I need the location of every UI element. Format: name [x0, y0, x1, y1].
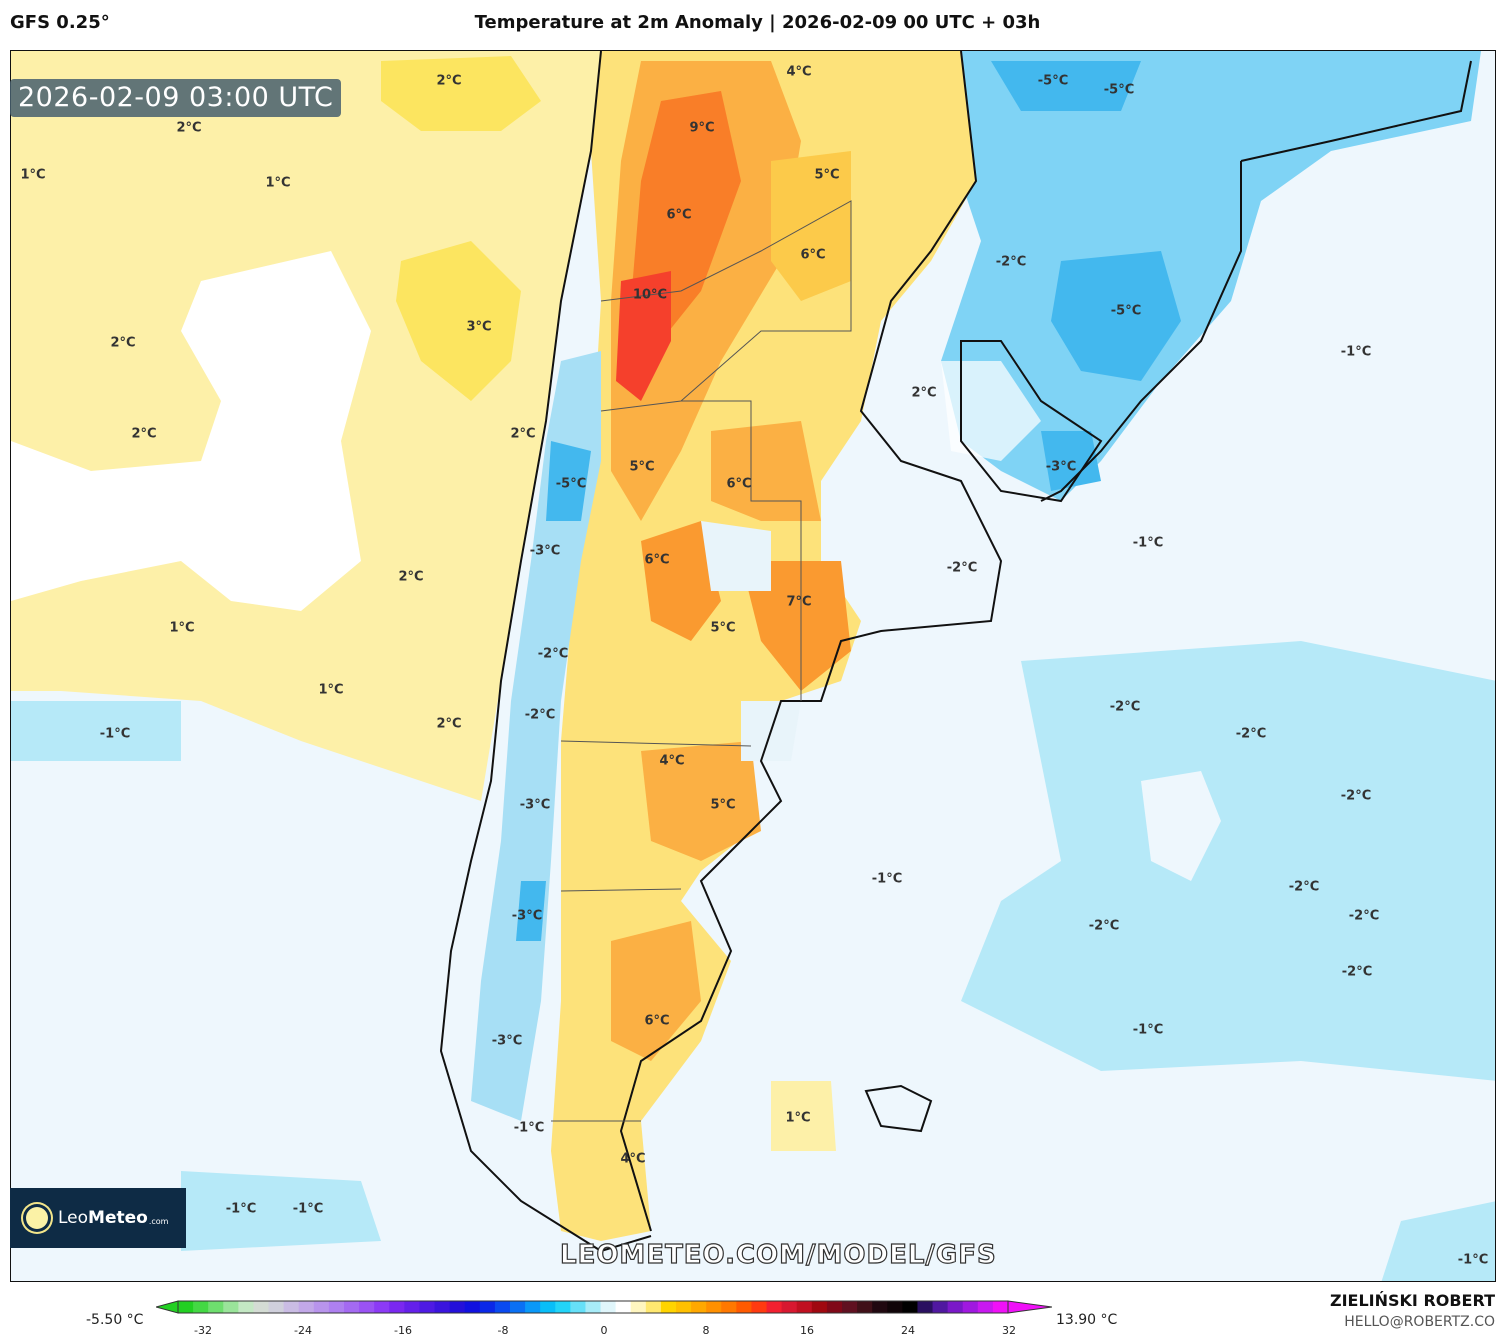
contour-label: -5°C [1110, 303, 1142, 319]
contour-label: 3°C [466, 319, 492, 335]
contour-label: -1°C [1132, 1022, 1164, 1038]
contour-label: 6°C [644, 1013, 670, 1029]
colorbar [156, 1300, 1052, 1314]
contour-label: 6°C [726, 476, 752, 492]
contour-label: -2°C [1348, 908, 1380, 924]
map-title: Temperature at 2m Anomaly | 2026-02-09 0… [474, 12, 1041, 33]
map-fill-layer [11, 51, 1495, 1281]
contour-label: 5°C [814, 167, 840, 183]
colorbar-min-label: -5.50 °C [86, 1312, 144, 1328]
contour-label: -3°C [1045, 459, 1077, 475]
contour-label: 2°C [110, 335, 136, 351]
contour-label: -1°C [1457, 1252, 1489, 1268]
colorbar-tick-label: 32 [1002, 1324, 1016, 1337]
contour-label: 4°C [659, 753, 685, 769]
contour-label: 5°C [710, 797, 736, 813]
contour-label: -1°C [1340, 344, 1372, 360]
contour-label: -3°C [519, 797, 551, 813]
colorbar-tick-label: 0 [600, 1324, 608, 1337]
contour-label: 6°C [800, 247, 826, 263]
contour-label: 2°C [436, 716, 462, 732]
valid-time-badge: 2026-02-09 03:00 UTC [10, 79, 342, 117]
contour-label: -1°C [225, 1201, 257, 1217]
contour-label: 2°C [510, 426, 536, 442]
contour-label: -5°C [1037, 73, 1069, 89]
contour-label: -5°C [555, 476, 587, 492]
contour-label: -2°C [1088, 918, 1120, 934]
contour-label: -1°C [871, 871, 903, 887]
sun-icon [26, 1207, 48, 1229]
contour-label: 4°C [786, 64, 812, 80]
contour-label: -3°C [529, 543, 561, 559]
contour-label: 2°C [911, 385, 937, 401]
contour-label: -2°C [946, 560, 978, 576]
contour-label: -2°C [1340, 788, 1372, 804]
contour-label: 10°C [632, 287, 668, 303]
contour-label: 4°C [620, 1151, 646, 1167]
contour-label: 5°C [629, 459, 655, 475]
url-watermark: LEOMETEO.COM/MODEL/GFS [559, 1239, 997, 1270]
contour-label: -2°C [1288, 879, 1320, 895]
contour-label: -3°C [491, 1033, 523, 1049]
contour-label: -1°C [513, 1120, 545, 1136]
logo-text-bold: Meteo [88, 1208, 148, 1228]
contour-label: 1°C [265, 175, 291, 191]
colorbar-tick-label: -8 [497, 1324, 509, 1337]
logo-text-suffix: .com [148, 1216, 169, 1226]
colorbar-tick-label: 24 [901, 1324, 915, 1337]
contour-label: -2°C [524, 707, 556, 723]
anomaly-map: 2°C 4°C -5°C -5°C 2°C 9°C 1°C 1°C 5°C 6°C 6°C -2°C 1… [10, 50, 1496, 1282]
logo-text-prefix: Leo [58, 1208, 89, 1228]
contour-label: -2°C [995, 254, 1027, 270]
contour-label: -3°C [511, 908, 543, 924]
contour-label: -1°C [1132, 535, 1164, 551]
contour-label: 9°C [689, 120, 715, 136]
contour-label: 5°C [710, 620, 736, 636]
contour-label: -5°C [1103, 82, 1135, 98]
contour-label: 2°C [398, 569, 424, 585]
contour-label: -1°C [292, 1201, 324, 1217]
contour-label: 7°C [786, 594, 812, 610]
colorbar-tick-label: 16 [800, 1324, 814, 1337]
contour-label: -2°C [1341, 964, 1373, 980]
contour-label: -2°C [537, 646, 569, 662]
colorbar-max-label: 13.90 °C [1056, 1312, 1118, 1328]
colorbar-tick-label: 8 [702, 1324, 710, 1337]
contour-label: 2°C [176, 120, 202, 136]
contour-label: 1°C [169, 620, 195, 636]
colorbar-tick-label: -16 [394, 1324, 412, 1337]
contour-label: -2°C [1235, 726, 1267, 742]
contour-label: -2°C [1109, 699, 1141, 715]
contour-label: -1°C [99, 726, 131, 742]
contour-label: 6°C [666, 207, 692, 223]
contour-label: 6°C [644, 552, 670, 568]
colorbar-tick-label: -24 [294, 1324, 312, 1337]
contour-label: 1°C [785, 1110, 811, 1126]
model-label: GFS 0.25° [10, 12, 110, 33]
author-name: ZIELIŃSKI ROBERT [1329, 1291, 1495, 1310]
contour-label: 1°C [20, 167, 46, 183]
leometeo-logo[interactable]: Leo Meteo .com [10, 1188, 186, 1248]
contour-label: 2°C [131, 426, 157, 442]
contour-label: 1°C [318, 682, 344, 698]
colorbar-tick-label: -32 [194, 1324, 212, 1337]
author-email[interactable]: HELLO@ROBERTZ.CO [1344, 1314, 1495, 1330]
contour-label: 2°C [436, 73, 462, 89]
